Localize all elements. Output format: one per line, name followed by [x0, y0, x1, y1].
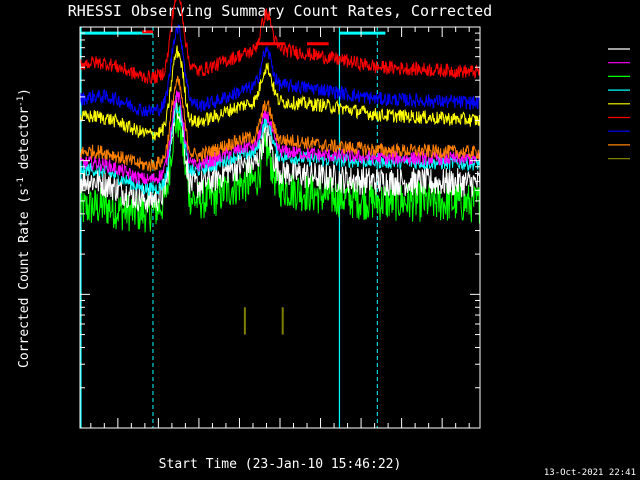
series-line-7 [79, 75, 481, 173]
series-line-5 [79, 0, 481, 85]
y-axis-label-superscript: -1 [16, 96, 26, 107]
chart-title: RHESSI Observing Summary Count Rates, Co… [68, 2, 492, 20]
y-axis-label-part: ) [17, 88, 32, 96]
y-axis-label-part: Corrected Count Rate (s [17, 188, 32, 368]
plot-area [79, 0, 481, 428]
series-line-6 [79, 24, 481, 117]
y-axis-label-superscript: -1 [16, 177, 26, 188]
series-line-1 [79, 90, 481, 185]
legend [608, 48, 630, 160]
series-line-4 [79, 45, 481, 141]
axes [80, 26, 480, 429]
series-line-0 [79, 95, 481, 213]
y-axis-label: Corrected Count Rate (s-1 detector-1) [16, 88, 32, 368]
y-axis-label-part: detector [17, 107, 32, 178]
footer-date: 13-Oct-2021 22:41 [544, 468, 636, 478]
x-axis-label: Start Time (23-Jan-10 15:46:22) [159, 457, 402, 472]
